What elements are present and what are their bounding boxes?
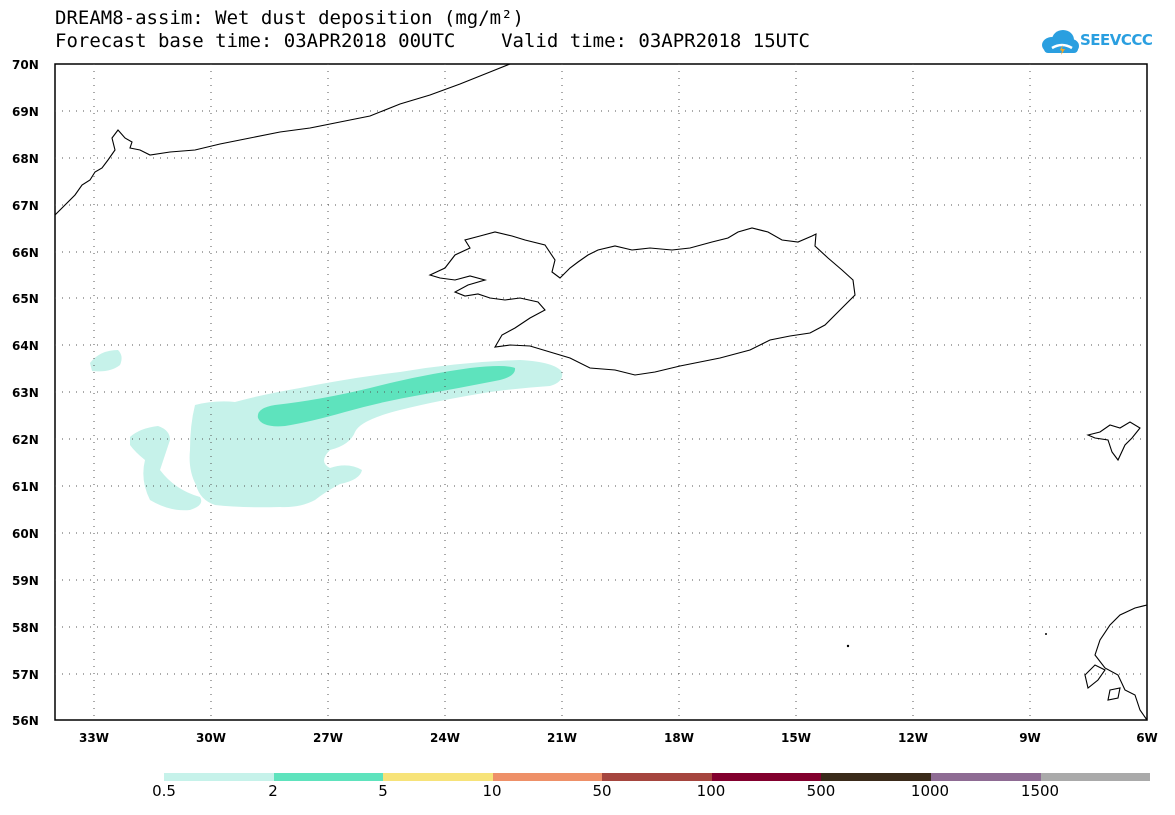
lat-label: 59N — [12, 574, 39, 588]
color-legend — [164, 773, 1151, 781]
legend-swatch — [821, 773, 931, 781]
legend-swatch — [930, 773, 1041, 781]
legend-swatch — [383, 773, 493, 781]
lat-label: 62N — [12, 433, 39, 447]
lat-label: 69N — [12, 105, 39, 119]
faroe-islands-coastline — [1086, 421, 1141, 462]
legend-swatch — [273, 773, 384, 781]
lat-label: 68N — [12, 152, 39, 166]
lat-label: 57N — [12, 668, 39, 682]
legend-label: 1000 — [910, 782, 950, 800]
forecast-time-subtitle: Forecast base time: 03APR2018 00UTC Vali… — [55, 30, 810, 52]
lat-label: 67N — [12, 199, 39, 213]
legend-label: 1500 — [1020, 782, 1060, 800]
lon-label: 21W — [547, 731, 577, 745]
legend-swatch — [492, 773, 603, 781]
map-title: DREAM8-assim: Wet dust deposition (mg/m²… — [55, 7, 524, 29]
legend-label: 2 — [268, 782, 278, 800]
legend-label: 5 — [378, 782, 388, 800]
cloud-icon — [1042, 30, 1079, 55]
lon-label: 33W — [79, 731, 109, 745]
lon-label: 6W — [1136, 731, 1158, 745]
legend-labels: 0.5 2 5 10 50 100 500 1000 1500 — [0, 782, 1175, 802]
lon-label: 15W — [781, 731, 811, 745]
legend-label: 100 — [696, 782, 726, 800]
lon-label: 24W — [430, 731, 460, 745]
legend-swatch — [711, 773, 822, 781]
latitude-axis-labels: 70N 69N 68N 67N 66N 65N 64N 63N 62N 61N … — [12, 58, 39, 728]
legend-label: 50 — [592, 782, 612, 800]
rockall-islet — [846, 644, 850, 648]
legend-swatch — [602, 773, 712, 781]
longitude-axis-labels: 33W 30W 27W 24W 21W 18W 15W 12W 9W 6W — [79, 731, 1158, 745]
lon-label: 27W — [313, 731, 343, 745]
lat-label: 70N — [12, 58, 39, 72]
lon-label: 12W — [898, 731, 928, 745]
scotland-islands-coastline — [1084, 664, 1121, 701]
seevccc-logo: SEEVCCC — [1038, 28, 1153, 58]
lon-label: 9W — [1019, 731, 1041, 745]
logo-text: SEEVCCC — [1080, 31, 1153, 49]
lat-label: 63N — [12, 386, 39, 400]
islet-marker — [1045, 633, 1047, 635]
coastlines — [54, 63, 1148, 721]
iceland-coastline — [428, 227, 856, 376]
legend-label: 500 — [806, 782, 836, 800]
greenland-coastline — [54, 63, 511, 216]
lat-label: 65N — [12, 292, 39, 306]
scotland-coastline — [1094, 604, 1148, 721]
deposition-field-2-5 — [257, 366, 516, 427]
lat-label: 60N — [12, 527, 39, 541]
lon-label: 18W — [664, 731, 694, 745]
deposition-field-0.5-2 — [90, 350, 563, 511]
legend-label: 0.5 — [152, 782, 176, 800]
legend-swatch — [164, 773, 274, 781]
lat-label: 61N — [12, 480, 39, 494]
legend-swatch — [1040, 773, 1151, 781]
lat-label: 58N — [12, 621, 39, 635]
lat-label: 64N — [12, 339, 39, 353]
legend-label: 10 — [482, 782, 502, 800]
lat-label: 66N — [12, 246, 39, 260]
lat-label: 56N — [12, 714, 39, 728]
lon-label: 30W — [196, 731, 226, 745]
grid-lines — [55, 64, 1147, 720]
